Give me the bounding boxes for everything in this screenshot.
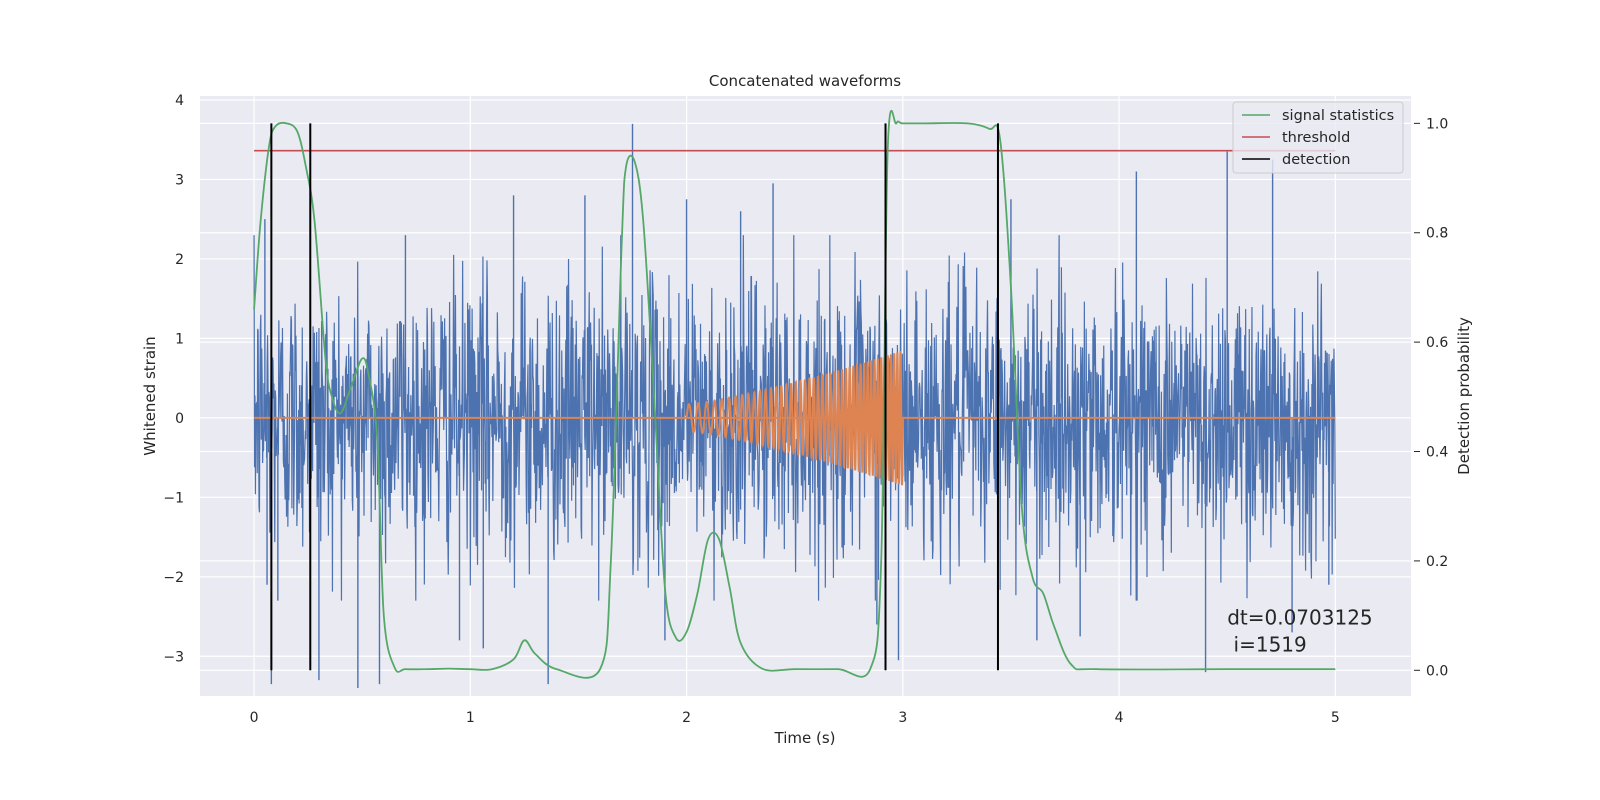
y-left-tick-label: 0 [175, 411, 184, 427]
y-left-tick-label: 1 [175, 331, 184, 347]
x-tick-label: 3 [898, 710, 907, 726]
x-tick-label: 0 [250, 710, 259, 726]
axis-ticks: 0 1 2 3 4 5 −3 −2 −1 0 1 2 3 4 0.0 0.2 0.4 0.6 0.8 1.0 [163, 93, 1448, 726]
x-tick-label: 4 [1115, 710, 1124, 726]
x-tick-label: 1 [466, 710, 475, 726]
y-left-tick-label: 4 [175, 93, 184, 109]
signal-statistics-line [253, 109, 1336, 679]
legend-detection-label: detection [1282, 152, 1350, 168]
legend-threshold-label: threshold [1282, 130, 1350, 146]
y-right-tick-label: 0.8 [1426, 226, 1448, 242]
chart-title: Concatenated waveforms [709, 72, 901, 90]
y-right-tick-label: 0.0 [1426, 663, 1448, 679]
template-chirp-series [254, 351, 1336, 486]
x-axis-label: Time (s) [774, 729, 836, 747]
y-left-tick-label: 2 [175, 252, 184, 268]
y-left-tick-label: −1 [163, 490, 184, 506]
x-tick-label: 2 [682, 710, 691, 726]
y-right-tick-label: 0.6 [1426, 335, 1448, 351]
x-tick-label: 5 [1331, 710, 1340, 726]
y-axis-left-label: Whitened strain [141, 336, 159, 455]
y-right-tick-label: 1.0 [1426, 116, 1448, 132]
template-chirp-line [685, 351, 904, 486]
annotation-dt: dt=0.0703125 [1227, 605, 1372, 629]
strain-noise-series [253, 123, 1336, 689]
legend-signal-statistics-label: signal statistics [1282, 108, 1394, 124]
legend: signal statistics threshold detection [1232, 101, 1404, 174]
y-right-tick-label: 0.2 [1426, 554, 1448, 570]
y-left-tick-label: −2 [163, 570, 184, 586]
y-right-tick-label: 0.4 [1426, 445, 1448, 461]
probability-series [253, 109, 1336, 679]
legend-box [1232, 101, 1404, 174]
annotation-index: i=1519 [1227, 632, 1307, 656]
y-left-tick-label: −3 [163, 649, 184, 665]
y-axis-right-label: Detection probability [1455, 317, 1473, 475]
y-left-tick-label: 3 [175, 172, 184, 188]
